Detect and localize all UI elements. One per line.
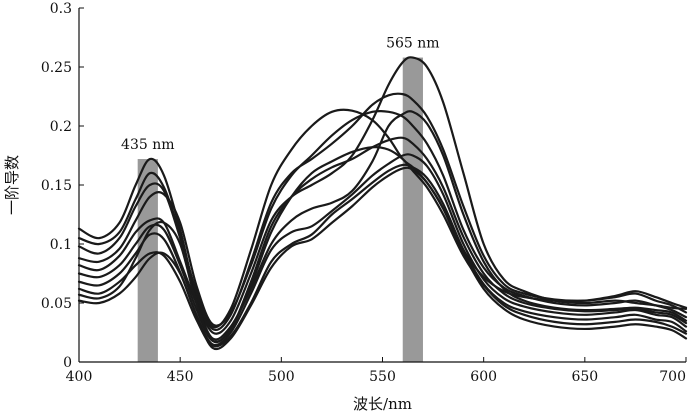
series-line-3 — [77, 109, 688, 327]
band-label-1: 565 nm — [386, 36, 439, 52]
band-label-0: 435 nm — [121, 137, 174, 153]
band-annotations: 435 nm 565 nm — [121, 36, 440, 153]
series-lines — [77, 56, 688, 351]
y-ticks: 0 0.05 0.1 0.15 0.2 0.25 0.3 — [41, 1, 84, 371]
series-line-4 — [77, 110, 688, 341]
x-ticks: 400 450 500 550 600 650 700 — [66, 357, 687, 385]
series-line-9 — [77, 166, 688, 351]
x-tick-label: 600 — [470, 369, 497, 385]
y-tick-label: 0.15 — [41, 178, 72, 194]
x-axis-title: 波长/nm — [353, 395, 412, 413]
highlight-band-1 — [402, 57, 423, 363]
series-line-8 — [77, 146, 688, 344]
y-tick-label: 0.2 — [50, 119, 72, 135]
y-tick-label: 0.05 — [41, 296, 72, 312]
y-tick-label: 0.1 — [50, 237, 72, 253]
series-line-6 — [77, 153, 688, 347]
series-line-2 — [77, 108, 688, 329]
x-tick-label: 650 — [571, 369, 598, 385]
x-tick-label: 400 — [66, 369, 93, 385]
x-tick-label: 700 — [659, 369, 686, 385]
axes: 400 450 500 550 600 650 700 0 0.05 0.1 0.15 0.2 0.2… — [41, 1, 687, 385]
y-tick-label: 0.25 — [41, 60, 72, 76]
x-tick-label: 550 — [369, 369, 396, 385]
series-line-7 — [77, 163, 688, 348]
y-tick-label: 0 — [63, 355, 72, 371]
y-tick-label: 0.3 — [50, 1, 72, 17]
x-tick-label: 450 — [167, 369, 194, 385]
x-tick-label: 500 — [268, 369, 295, 385]
y-axis-title: 一阶导数 — [3, 155, 21, 215]
